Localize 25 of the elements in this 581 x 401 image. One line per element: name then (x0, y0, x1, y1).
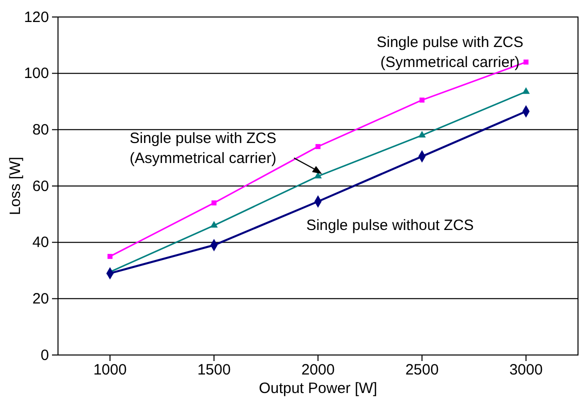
point (524, 60, 528, 65)
series-label: Single pulse without ZCS (306, 217, 474, 234)
x-tick-label: 2000 (301, 362, 335, 379)
x-axis-title: Output Power [W] (258, 380, 378, 397)
point (212, 200, 216, 206)
x-tick-label: 1500 (197, 362, 231, 379)
series-label: Single pulse with ZCS (Asymmetrical carrier) (130, 130, 276, 167)
x-tick-label: 2500 (405, 362, 439, 379)
y-tick-label: 0 (40, 346, 49, 364)
point (108, 254, 112, 259)
point (210, 221, 218, 228)
point (522, 87, 530, 94)
point (420, 98, 424, 103)
y-axis-title: Loss [W] (7, 156, 24, 216)
y-tick-label: 40 (32, 234, 49, 252)
y-tick-label: 120 (24, 8, 49, 26)
x-tick-label: 1000 (93, 362, 127, 379)
y-tick-label: 100 (24, 65, 49, 82)
x-tick-label: 3000 (509, 362, 543, 379)
y-tick-label: 20 (32, 290, 49, 308)
y-tick-label: 80 (32, 121, 49, 138)
point (418, 130, 426, 138)
point (316, 144, 320, 150)
series-label: Single pulse with ZCS (Symmetrical carrier) (376, 34, 524, 71)
y-tick-label: 60 (32, 178, 49, 195)
